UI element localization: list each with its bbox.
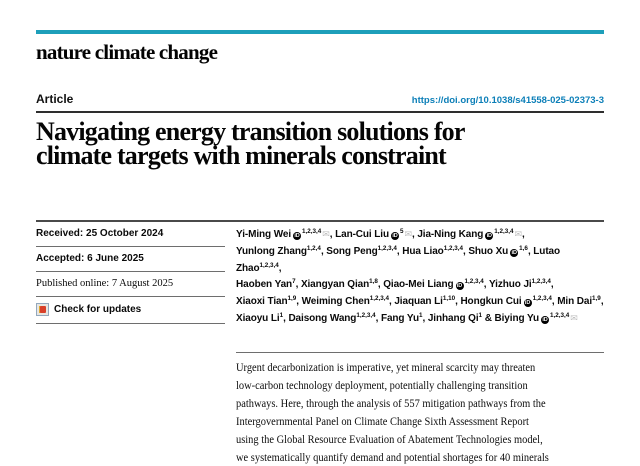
author-name: Xiaoyu Li	[236, 312, 280, 324]
abstract-line: pathways. Here, through the analysis of …	[236, 395, 546, 410]
author-affiliations: 1	[279, 311, 284, 319]
author-affiliations: 1,2,3,4	[549, 311, 570, 319]
article-title: Navigating energy transition solutions f…	[36, 117, 604, 170]
abstract-line: we systematically quantify demand and po…	[236, 449, 549, 464]
author-name: Weiming Chen	[301, 296, 370, 308]
article-title-line1: Navigating energy transition solutions f…	[36, 117, 465, 146]
author-name: Min Dai	[557, 296, 593, 308]
author-name: Xiangyan Qian	[300, 279, 370, 291]
orcid-icon[interactable]: iD	[485, 232, 494, 240]
accepted-date: Accepted: 6 June 2025	[36, 247, 225, 272]
author-affiliations: 1,2,3,4	[443, 244, 463, 252]
author-name: Jia-Ning Kang	[417, 229, 484, 240]
author-affiliations: 1,2,3,4	[464, 278, 484, 286]
author-name: Qiao-Mei Liang	[383, 279, 454, 291]
author-affiliations: 1,2,4	[306, 244, 321, 252]
email-icon[interactable]: ✉	[570, 312, 578, 323]
orcid-icon[interactable]: iD	[293, 232, 302, 240]
article-meta-column: Received: 25 October 2024 Accepted: 6 Ju…	[36, 222, 225, 466]
email-icon[interactable]: ✉	[322, 229, 330, 239]
journal-accent-bar	[36, 30, 604, 34]
article-title-line2: climate targets with minerals constraint	[36, 141, 447, 170]
orcid-icon[interactable]: iD	[510, 248, 519, 257]
orcid-icon[interactable]: iD	[540, 315, 549, 324]
author-affiliations: 1,2,3,4	[494, 228, 514, 235]
received-date: Received: 25 October 2024	[36, 222, 225, 247]
journal-masthead: nature climate change	[36, 40, 218, 64]
author-list: Yi-Ming Wei iD1,2,3,4✉, Lan-Cui Liu iD5✉, …	[236, 228, 604, 324]
author-affiliations: 1,2,3,4	[259, 261, 279, 269]
author-affiliations: 1,6	[519, 244, 528, 252]
published-date: Published online: 7 August 2025	[36, 272, 225, 297]
article-page: nature climate change Article https://do…	[0, 30, 640, 466]
abstract-rule	[236, 351, 604, 353]
author-affiliations: 1,10	[442, 295, 456, 303]
article-content-column: Yi-Ming Wei iD1,2,3,4✉, Lan-Cui Liu iD5✉, …	[236, 222, 604, 466]
author-name: Yunlong Zhang	[236, 245, 307, 257]
author-name: Shuo Xu	[468, 245, 509, 257]
author-name: Lan-Cui Liu	[335, 229, 389, 240]
author-affiliations: 1	[418, 311, 423, 319]
author-name: Yi-Ming Wei	[236, 229, 292, 240]
doi-link[interactable]: https://doi.org/10.1038/s41558-025-02373…	[411, 95, 604, 106]
author-name: Xiaoxi Tian	[236, 296, 288, 308]
crossmark-icon	[36, 303, 49, 316]
author-affiliations: 1,2,3,4	[356, 311, 376, 319]
author-affiliations: 1,2,3,4	[369, 295, 389, 303]
article-type-label: Article	[36, 92, 74, 106]
article-header-row: Article https://doi.org/10.1038/s41558-0…	[36, 92, 604, 106]
author-name: Fang Yu	[380, 312, 419, 324]
author-name: Hua Liao	[402, 245, 444, 257]
author-name: Song Peng	[326, 245, 378, 257]
orcid-icon[interactable]: iD	[455, 282, 464, 291]
author-name: Lutao Zhao	[236, 245, 561, 274]
author-name: Yizhuo Ji	[488, 279, 532, 291]
abstract-line: Intergovernmental Panel on Climate Chang…	[236, 413, 529, 428]
author-affiliations: 1	[478, 311, 483, 319]
author-name: Hongkun Cui	[460, 296, 522, 308]
author-affiliations: 1,2,3,4	[531, 278, 551, 286]
header-rule	[36, 111, 604, 113]
author-affiliations: 1,9	[592, 295, 601, 303]
abstract-text: Urgent decarbonization is imperative, ye…	[236, 358, 556, 466]
abstract-line: using the Global Resource Evaluation of …	[236, 431, 543, 446]
check-for-updates-button[interactable]: Check for updates	[36, 297, 225, 324]
abstract-line: low-carbon technology deployment, potent…	[236, 377, 528, 392]
author-name: Jiaquan Li	[394, 296, 443, 308]
orcid-icon[interactable]: iD	[390, 232, 399, 240]
author-affiliations: 5	[399, 228, 404, 235]
author-name: Jinhang Qi	[427, 312, 479, 324]
author-affiliations: 1,9	[287, 295, 297, 303]
email-icon[interactable]: ✉	[404, 229, 413, 239]
author-name: Biying Yu	[494, 312, 540, 324]
abstract-line: Urgent decarbonization is imperative, ye…	[236, 359, 536, 374]
author-affiliations: 1,2,3,4	[302, 228, 322, 235]
orcid-icon[interactable]: iD	[523, 299, 532, 308]
author-name: Haoben Yan	[236, 279, 293, 291]
email-icon[interactable]: ✉	[514, 229, 523, 239]
author-affiliations: 1,2,3,4	[532, 295, 552, 303]
author-affiliations: 7	[292, 278, 296, 286]
author-affiliations: 1,8	[369, 278, 378, 286]
check-for-updates-label: Check for updates	[54, 304, 142, 315]
author-name: Daisong Wang	[288, 312, 357, 324]
author-affiliations: 1,2,3,4	[377, 244, 397, 252]
